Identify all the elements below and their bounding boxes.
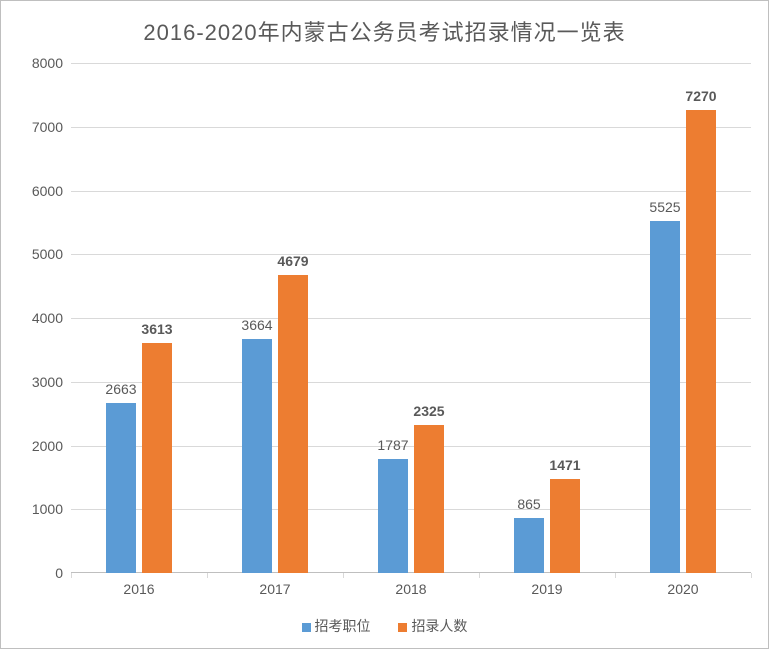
- bar-group: 26633613: [71, 63, 207, 573]
- bar-value-label: 3664: [241, 317, 272, 333]
- bar-value-label: 7270: [685, 88, 716, 104]
- bar-value-label: 2325: [413, 403, 444, 419]
- x-axis-tick: [71, 573, 72, 578]
- legend-label-b: 招录人数: [411, 618, 467, 634]
- bar-value-label: 3613: [141, 321, 172, 337]
- legend-swatch-a: [302, 623, 311, 632]
- x-axis-tick: [615, 573, 616, 578]
- x-axis-category-label: 2020: [667, 581, 698, 597]
- legend: 招考职位 招录人数: [1, 616, 768, 636]
- x-axis-category-label: 2017: [259, 581, 290, 597]
- bar-value-label: 5525: [649, 199, 680, 215]
- bar-group: 8651471: [479, 63, 615, 573]
- y-axis-tick-label: 1000: [32, 501, 63, 517]
- x-axis-category-label: 2019: [531, 581, 562, 597]
- bar-group: 55257270: [615, 63, 751, 573]
- bar-series-a: 3664: [242, 339, 272, 573]
- bar-series-a: 2663: [106, 403, 136, 573]
- x-axis-tick: [751, 573, 752, 578]
- bar-value-label: 1471: [549, 457, 580, 473]
- bar-group: 17872325: [343, 63, 479, 573]
- legend-item-series-b: 招录人数: [398, 616, 467, 636]
- legend-label-a: 招考职位: [315, 618, 371, 634]
- bar-value-label: 1787: [377, 437, 408, 453]
- bar-series-b: 3613: [142, 343, 172, 573]
- y-axis-tick-label: 6000: [32, 183, 63, 199]
- bar-series-a: 1787: [378, 459, 408, 573]
- bar-series-b: 7270: [686, 110, 716, 573]
- y-axis-tick-label: 4000: [32, 310, 63, 326]
- y-axis-tick-label: 5000: [32, 246, 63, 262]
- chart-container: 2016-2020年内蒙古公务员考试招录情况一览表 01000200030004…: [0, 0, 769, 649]
- x-axis-tick: [207, 573, 208, 578]
- chart-title: 2016-2020年内蒙古公务员考试招录情况一览表: [1, 1, 768, 47]
- x-axis-tick: [479, 573, 480, 578]
- y-axis-tick-label: 3000: [32, 374, 63, 390]
- bar-series-a: 865: [514, 518, 544, 573]
- x-axis-tick: [343, 573, 344, 578]
- legend-item-series-a: 招考职位: [302, 616, 371, 636]
- y-axis-tick-label: 8000: [32, 55, 63, 71]
- legend-swatch-b: [398, 623, 407, 632]
- bar-series-a: 5525: [650, 221, 680, 573]
- y-axis-tick-label: 2000: [32, 438, 63, 454]
- y-axis-tick-label: 0: [55, 565, 63, 581]
- plot-area: 0100020003000400050006000700080002663361…: [71, 63, 751, 573]
- bar-value-label: 865: [517, 496, 540, 512]
- bar-series-b: 1471: [550, 479, 580, 573]
- bar-value-label: 2663: [105, 381, 136, 397]
- x-axis-category-label: 2018: [395, 581, 426, 597]
- x-axis-category-label: 2016: [123, 581, 154, 597]
- bar-value-label: 4679: [277, 253, 308, 269]
- bar-series-b: 4679: [278, 275, 308, 573]
- bar-group: 36644679: [207, 63, 343, 573]
- bar-series-b: 2325: [414, 425, 444, 573]
- y-axis-tick-label: 7000: [32, 119, 63, 135]
